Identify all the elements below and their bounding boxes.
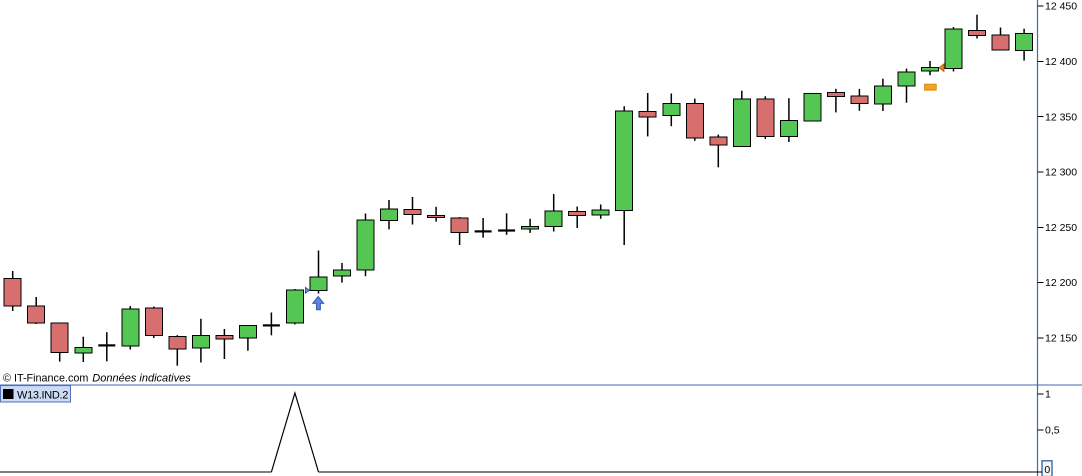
svg-text:12 400: 12 400	[1045, 56, 1077, 68]
svg-text:12 150: 12 150	[1045, 333, 1077, 345]
svg-text:1: 1	[1045, 389, 1051, 401]
svg-text:Données indicatives: Données indicatives	[92, 373, 191, 385]
svg-text:© IT-Finance.com: © IT-Finance.com	[3, 373, 88, 385]
svg-text:12 300: 12 300	[1045, 167, 1077, 179]
svg-text:W13.IND.2: W13.IND.2	[17, 390, 68, 402]
svg-text:12 350: 12 350	[1045, 111, 1077, 123]
svg-text:12 450: 12 450	[1045, 1, 1077, 13]
svg-text:0: 0	[1044, 464, 1050, 476]
svg-text:12 250: 12 250	[1045, 222, 1077, 234]
svg-text:12 200: 12 200	[1045, 277, 1077, 289]
svg-text:0,5: 0,5	[1045, 425, 1060, 437]
